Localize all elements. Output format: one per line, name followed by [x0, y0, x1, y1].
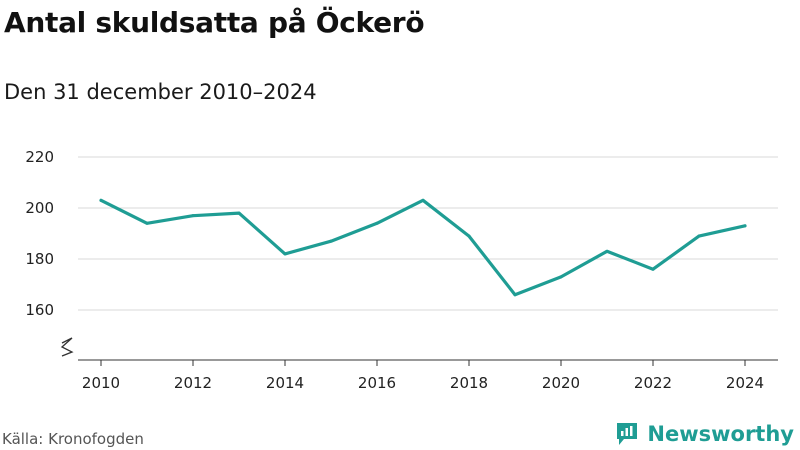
- data-point: [513, 293, 517, 297]
- data-point: [559, 275, 563, 279]
- data-point: [145, 221, 149, 225]
- chart-subtitle: Den 31 december 2010–2024: [4, 80, 317, 104]
- series: [99, 198, 747, 297]
- axis-break-icon: [60, 337, 74, 357]
- data-point: [375, 221, 379, 225]
- x-tick-label: 2010: [82, 374, 120, 392]
- y-tick-label: 200: [25, 199, 54, 217]
- data-point: [283, 252, 287, 256]
- data-point: [605, 249, 609, 253]
- x-tick-label: 2016: [358, 374, 396, 392]
- x-tick-label: 2020: [542, 374, 580, 392]
- gridlines: 160 180 200 220: [25, 148, 778, 319]
- x-axis: 2010 2012 2014 2016 2018 2020 2022 2024: [60, 337, 778, 392]
- x-tick-label: 2012: [174, 374, 212, 392]
- x-tick-label: 2024: [726, 374, 764, 392]
- newsworthy-logo-icon: [617, 423, 638, 445]
- data-point: [651, 267, 655, 271]
- data-point: [467, 234, 471, 238]
- series-line-0: [99, 198, 747, 297]
- chart-title: Antal skuldsatta på Öckerö: [4, 6, 425, 39]
- data-point: [421, 198, 425, 202]
- data-point: [99, 198, 103, 202]
- line-chart: 160 180 200 220 2010 2012 2014 2016 2018 2020 202…: [25, 148, 778, 392]
- brand-logo: Newsworthy: [615, 421, 794, 447]
- x-tick-label: 2018: [450, 374, 488, 392]
- brand-name: Newsworthy: [647, 422, 794, 446]
- data-point: [237, 211, 241, 215]
- data-point: [191, 214, 195, 218]
- y-tick-label: 160: [25, 301, 54, 319]
- data-point: [743, 224, 747, 228]
- x-tick-label: 2022: [634, 374, 672, 392]
- y-tick-label: 220: [25, 148, 54, 166]
- data-point: [329, 239, 333, 243]
- source-note: Källa: Kronofogden: [2, 430, 144, 448]
- x-tick-label: 2014: [266, 374, 304, 392]
- data-point: [697, 234, 701, 238]
- y-tick-label: 180: [25, 250, 54, 268]
